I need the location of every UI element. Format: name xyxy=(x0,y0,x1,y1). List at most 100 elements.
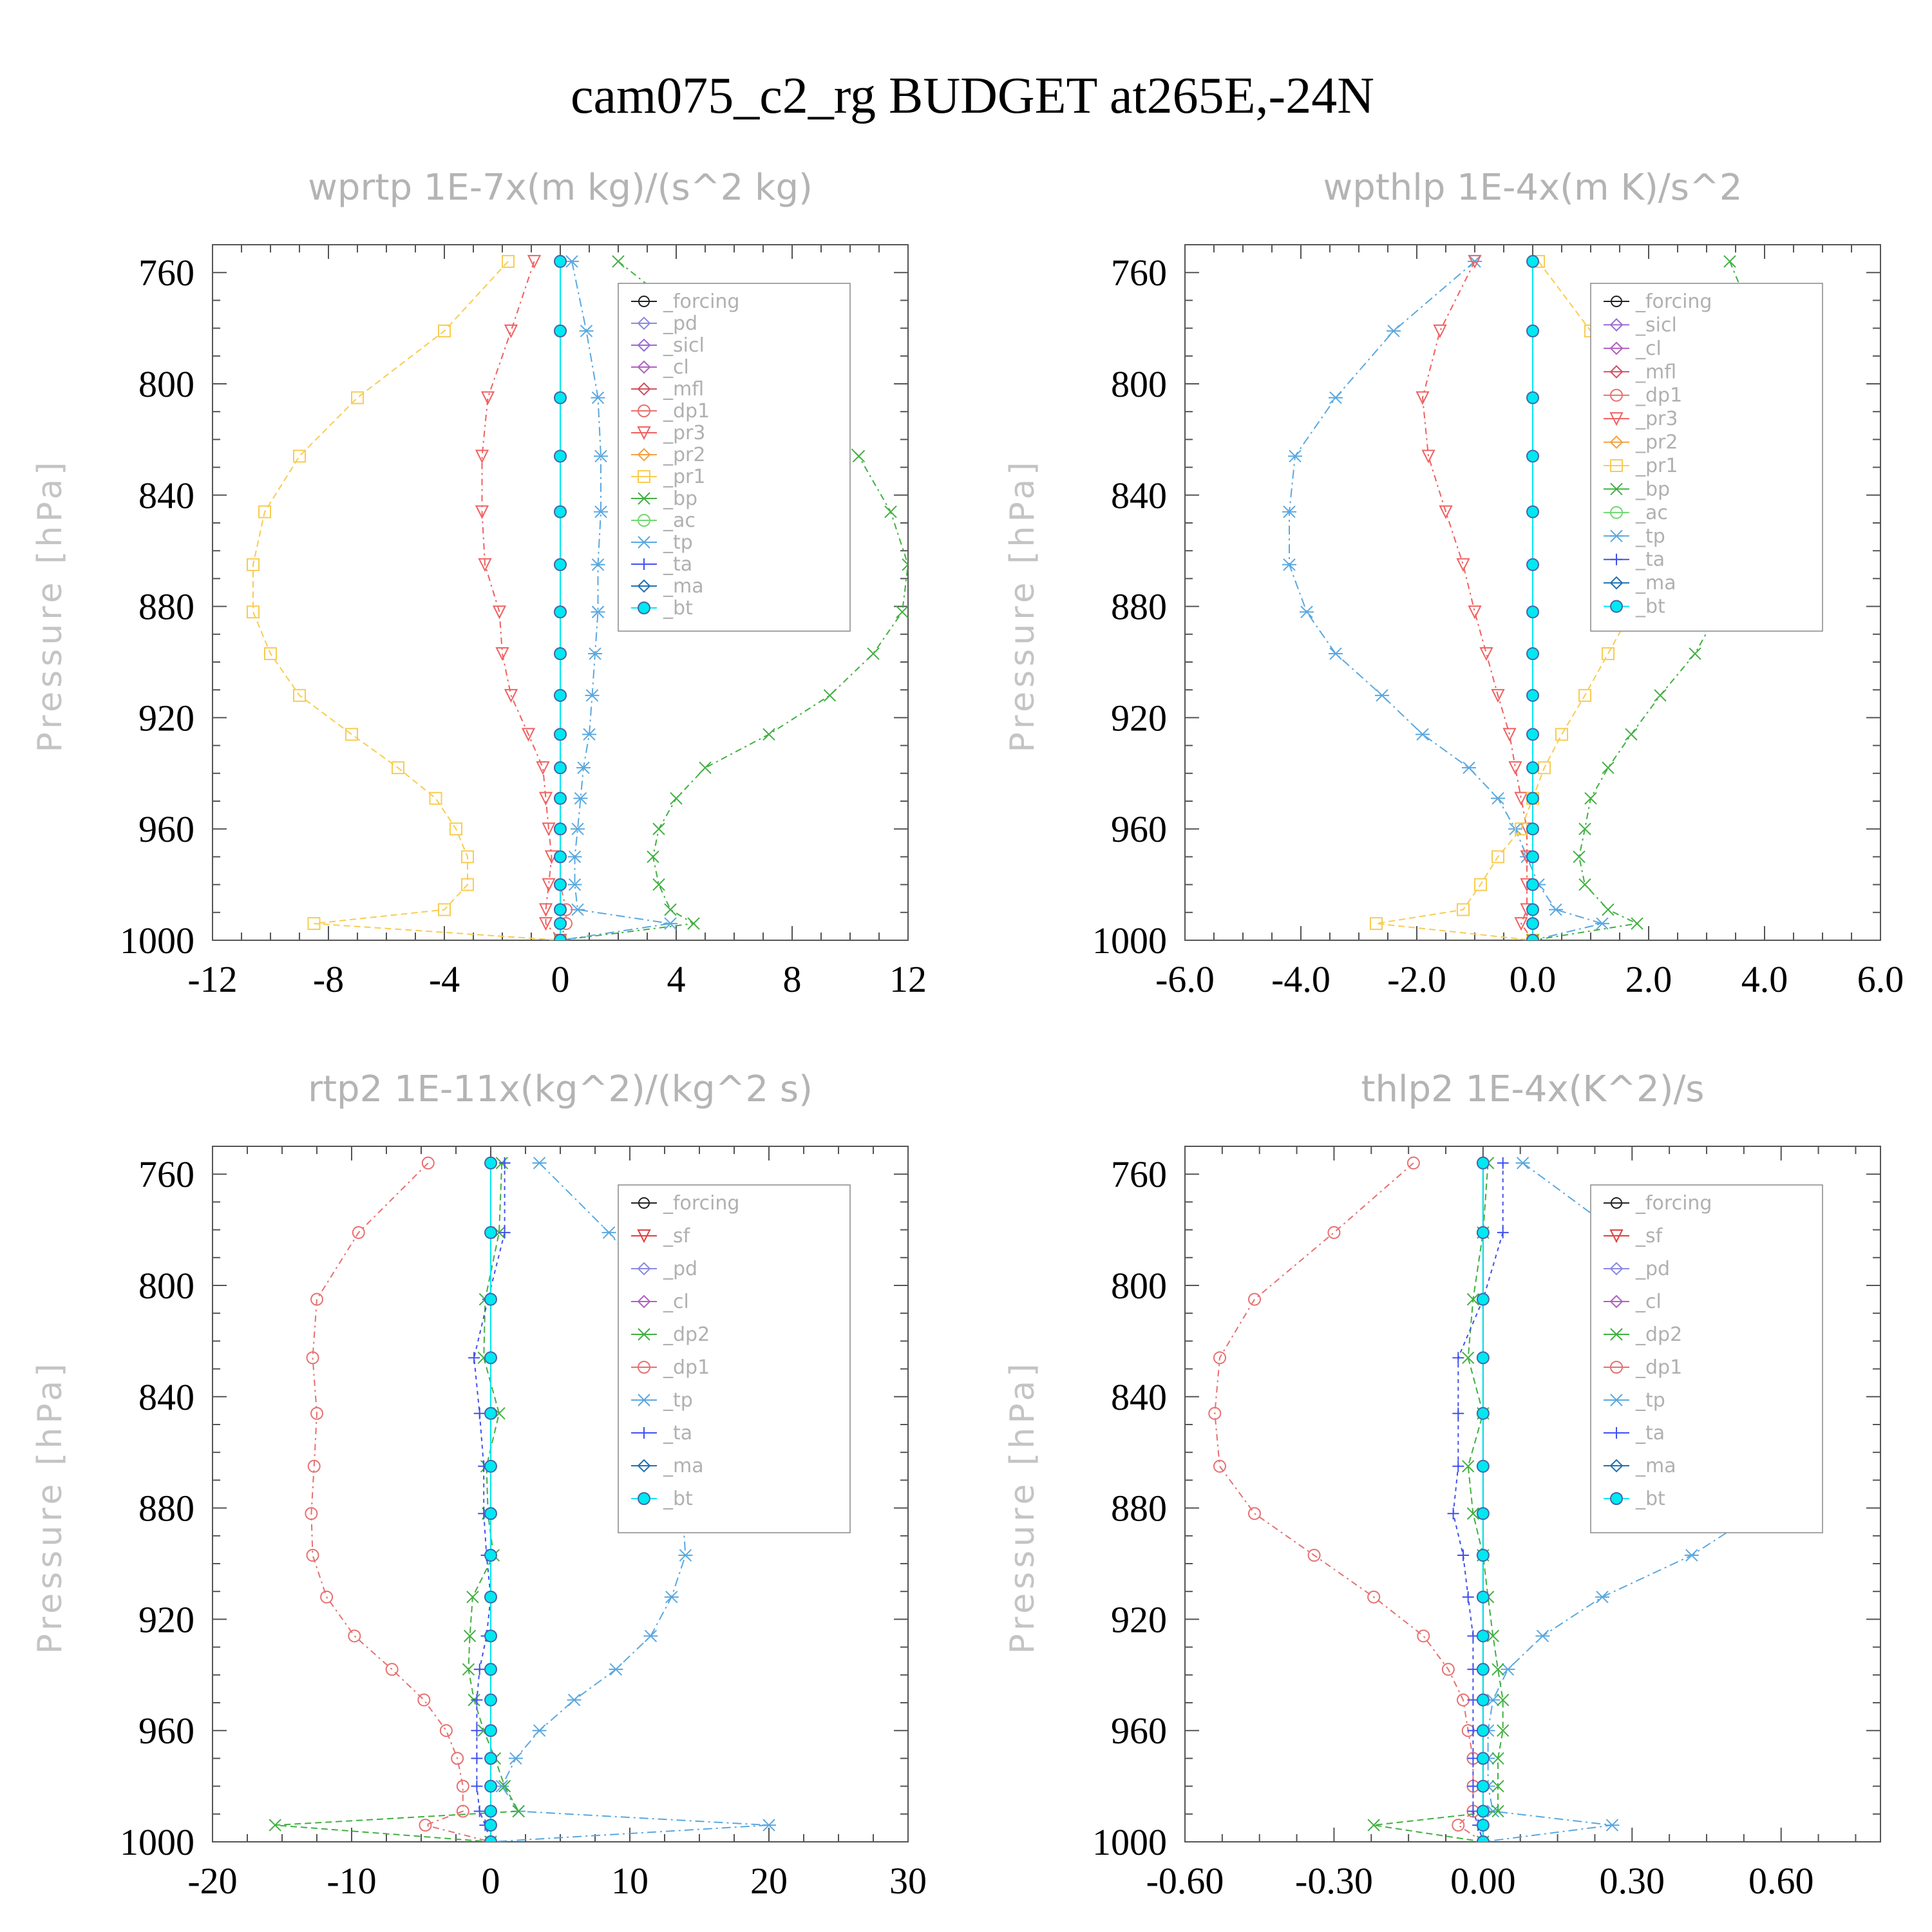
legend-label: _dp1 xyxy=(1635,1356,1682,1379)
data-point-bt xyxy=(1526,254,1539,268)
data-point-pr3 xyxy=(538,791,553,806)
y-tick-label: 840 xyxy=(138,1376,194,1418)
series-line-pr1 xyxy=(1376,261,1650,940)
legend-marker-cl xyxy=(637,360,651,374)
data-point-bt xyxy=(1526,688,1539,702)
data-point-tp xyxy=(1375,689,1389,702)
data-point-dp1 xyxy=(352,1226,365,1239)
data-point-pr1 xyxy=(307,917,321,931)
series-tp xyxy=(553,255,677,940)
data-point-pr1 xyxy=(293,688,306,702)
y-tick-label: 800 xyxy=(1111,363,1167,405)
legend-label: _ma xyxy=(663,1455,704,1477)
data-point-dp1 xyxy=(1367,1590,1381,1604)
series-line-dp1 xyxy=(1214,1162,1484,1842)
data-point-bp xyxy=(1584,791,1597,805)
legend-marker-tp xyxy=(1609,529,1624,542)
legend-marker-pd xyxy=(637,316,651,330)
data-point-bt xyxy=(554,605,567,619)
x-tick-label: 0.30 xyxy=(1600,1860,1665,1902)
data-point-ta xyxy=(498,1157,511,1169)
legend-marker-pd xyxy=(1609,1262,1624,1276)
data-point-bt xyxy=(1476,1507,1490,1520)
data-point-bt xyxy=(554,791,567,805)
data-point-pr3 xyxy=(1433,324,1447,339)
series-pr3 xyxy=(475,254,567,940)
x-tick-label: 0.0 xyxy=(1510,958,1557,1000)
data-point-pr1 xyxy=(247,605,260,619)
legend-label: _forcing xyxy=(663,1192,739,1215)
legend-marker-ac xyxy=(638,514,650,527)
data-point-dp1 xyxy=(1452,1819,1465,1832)
data-point-bt xyxy=(554,558,567,571)
legend-label: _sf xyxy=(1635,1225,1663,1247)
legend-marker-bt xyxy=(1610,600,1623,613)
data-point-dp1 xyxy=(1307,1549,1321,1562)
data-point-ta xyxy=(471,1780,483,1792)
data-point-bp xyxy=(652,822,665,835)
data-point-dp1 xyxy=(1441,1663,1455,1676)
data-point-bt xyxy=(554,878,567,891)
data-point-bp xyxy=(1602,903,1615,916)
data-point-bt xyxy=(484,1693,497,1707)
data-point-tp xyxy=(601,1226,616,1239)
x-tick-label: -12 xyxy=(187,958,237,1000)
data-point-tp xyxy=(532,1157,547,1170)
data-point-bp xyxy=(652,878,665,891)
data-point-tp xyxy=(1549,903,1563,916)
data-point-dp2 xyxy=(1492,1804,1504,1818)
data-point-bt xyxy=(484,1226,497,1239)
data-point-dp1 xyxy=(1248,1507,1261,1520)
data-point-bt xyxy=(554,450,567,463)
data-point-ta xyxy=(473,1805,486,1817)
data-point-ta xyxy=(1452,1460,1464,1472)
y-tick-label: 840 xyxy=(1111,1376,1167,1418)
data-point-dp2 xyxy=(498,1779,511,1793)
data-point-tp xyxy=(1535,1629,1550,1643)
data-point-bt xyxy=(554,391,567,404)
data-point-dp2 xyxy=(1492,1779,1504,1793)
legend-marker-sf xyxy=(637,1229,651,1244)
data-point-dp1 xyxy=(1327,1226,1341,1239)
data-point-bp xyxy=(1631,917,1643,930)
data-point-bt xyxy=(1476,1819,1490,1832)
legend-marker-cl xyxy=(1609,341,1624,355)
data-point-bp xyxy=(852,450,866,463)
data-point-bt xyxy=(1526,450,1539,463)
y-tick-label: 1000 xyxy=(1092,1821,1167,1863)
legend-label: _forcing xyxy=(663,290,739,313)
legend-label: _dp2 xyxy=(1635,1323,1682,1346)
data-point-dp1 xyxy=(320,1590,334,1604)
data-point-bt xyxy=(1476,1293,1490,1306)
series-line-pr3 xyxy=(1421,261,1533,940)
data-point-pr3 xyxy=(1514,917,1528,931)
data-point-dp1 xyxy=(1213,1459,1226,1473)
legend-marker-pr2 xyxy=(1609,435,1624,449)
legend-label: _cl xyxy=(1635,1291,1662,1313)
legend-marker-ta xyxy=(638,1427,650,1439)
legend: _forcing _sf _pd _cl _dp2 _dp1 _tp _ta _ma _bt xyxy=(1590,1184,1823,1533)
y-tick-label: 920 xyxy=(1111,1598,1167,1640)
data-point-ta xyxy=(473,1663,486,1676)
data-point-dp1 xyxy=(310,1406,323,1420)
legend-label: _mfl xyxy=(1635,361,1676,383)
data-point-dp2 xyxy=(512,1804,525,1818)
legend-marker-tp xyxy=(637,536,651,549)
data-point-bt xyxy=(1476,1663,1490,1676)
data-point-dp2 xyxy=(466,1591,479,1604)
legend: _forcing_pd_sicl_cl_mfl_dp1_pr3_pr2_pr1_… xyxy=(618,283,851,632)
legend-marker-pr3 xyxy=(1609,412,1624,426)
data-point-bt xyxy=(484,1819,497,1832)
data-point-tp xyxy=(591,605,605,618)
data-point-dp1 xyxy=(310,1293,323,1306)
legend-marker-dp1 xyxy=(638,404,650,417)
data-point-bp xyxy=(612,255,625,268)
data-point-dp1 xyxy=(307,1459,321,1473)
series-dp1 xyxy=(1208,1156,1490,1842)
data-point-tp xyxy=(762,1819,776,1832)
data-point-pr1 xyxy=(258,505,271,518)
y-axis-label: Pressure [hPa] xyxy=(31,459,70,753)
data-point-tp xyxy=(588,647,602,660)
data-point-bt xyxy=(484,1724,497,1738)
chart-panel-4: thlp2 1E-4x(K^2)/s Pressure [hPa] 760 800 84… xyxy=(1003,1068,1881,1902)
